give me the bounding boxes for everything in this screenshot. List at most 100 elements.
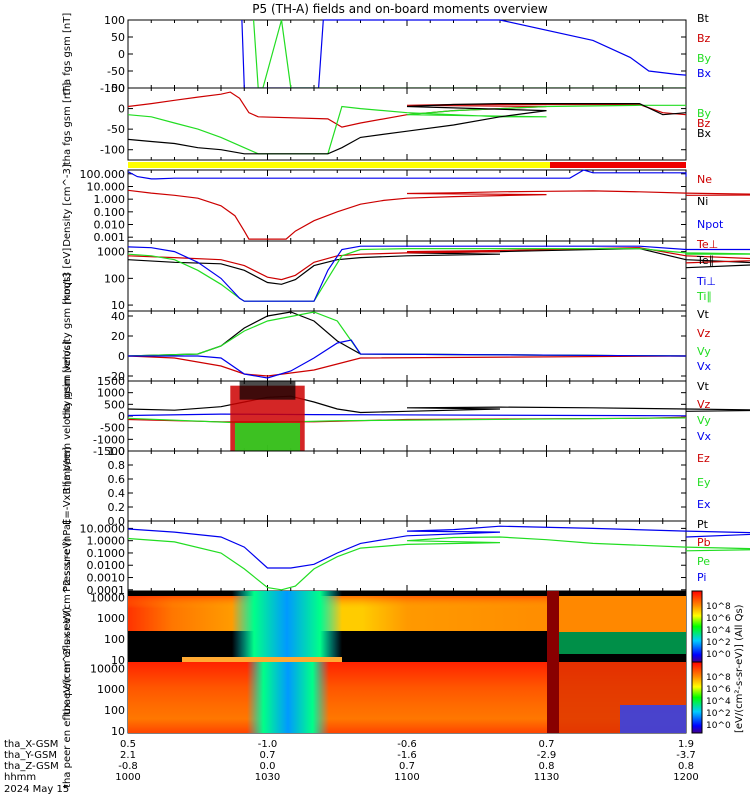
- colorbar-lower: [691, 661, 703, 734]
- burst-vy: [234, 423, 301, 451]
- panel-peim_velocity: 40 20 0 -20 tha peim velocity gsm [km/s] Vt Vz…: [62, 273, 712, 420]
- legend-Ni: Ni: [697, 195, 708, 208]
- y-axis-label: tha peim velocity gsm [km/s]: [62, 273, 73, 420]
- y-axis-label: Pressure [nPa]: [62, 520, 73, 592]
- legend-Te∥: Te∥: [696, 254, 714, 267]
- peir-after-low: [559, 632, 686, 654]
- y-tick-label: 0: [118, 350, 125, 363]
- y-tick-label: 0: [118, 48, 125, 61]
- x-tick-value: 0.0: [260, 761, 276, 772]
- y-tick-label: 0.0001: [87, 584, 126, 597]
- peer-after-low: [620, 705, 686, 733]
- colorbar-upper: [691, 590, 703, 663]
- y-tick-label: 1000: [97, 387, 125, 400]
- y-tick-label: -1500: [93, 445, 125, 458]
- x-tick-value: 2.1: [120, 750, 136, 761]
- legend-Bx: Bx: [697, 67, 712, 80]
- figure-title: P5 (TH-A) fields and on-board moments ov…: [252, 2, 548, 16]
- y-tick-label: 0.100: [94, 206, 126, 219]
- peir-spectrogram: [128, 591, 686, 662]
- colorbar-tick-label: 10^8: [706, 673, 731, 683]
- y-tick-label: 0: [118, 103, 125, 116]
- x-row-label: tha_X-GSM: [4, 739, 58, 750]
- series-Bx-line: [127, 102, 687, 155]
- y-tick-label: -100: [100, 82, 125, 95]
- colorbar-tick-label: 10^0: [706, 650, 731, 660]
- x-tick-value: 1130: [534, 772, 559, 783]
- peer-spectrogram: [128, 657, 686, 733]
- series-Pe-line: [127, 536, 750, 591]
- series-Npot-line: [127, 169, 687, 180]
- series-Te⊥-line: [127, 247, 750, 281]
- legend-Vt: Vt: [697, 380, 710, 393]
- y-tick-label: 0: [118, 410, 125, 423]
- legend-Vt: Vt: [697, 308, 710, 321]
- panel-frame: [127, 310, 687, 382]
- y-tick-label: 10: [111, 725, 125, 738]
- colorbar-tick-label: 10^6: [706, 614, 731, 624]
- legend-Vy: Vy: [697, 414, 711, 427]
- peir-gap: [547, 591, 559, 662]
- legend-By: By: [697, 107, 712, 120]
- x-tick-value: -1.6: [397, 750, 417, 761]
- series-Ti⊥-line: [127, 245, 750, 302]
- legend-Ne: Ne: [697, 173, 712, 186]
- legend-By: By: [697, 52, 712, 65]
- y-tick-label: 0.0010: [87, 572, 126, 585]
- y-tick-label: 10: [111, 654, 125, 667]
- series-Bz-line: [127, 91, 687, 128]
- legend-Te⊥: Te⊥: [696, 238, 718, 251]
- legend-Npot: Npot: [697, 218, 724, 231]
- x-row-label: tha_Z-GSM: [4, 761, 59, 772]
- colorbar-tick-label: 10^6: [706, 685, 731, 695]
- x-tick-value: 1200: [673, 772, 698, 783]
- y-tick-label: 100: [104, 14, 125, 27]
- y-tick-label: 1000: [97, 683, 125, 696]
- x-tick-value: 0.8: [678, 761, 694, 772]
- y-tick-label: 0.010: [94, 219, 126, 232]
- legend-Ti∥: Ti∥: [696, 290, 712, 303]
- legend-Pe: Pe: [697, 555, 710, 568]
- x-tick-value: 0.8: [539, 761, 555, 772]
- y-tick-label: 500: [104, 398, 125, 411]
- colorbar-tick-label: 10^0: [706, 721, 731, 731]
- y-tick-label: 40: [111, 310, 125, 323]
- y-tick-label: 0.8: [108, 459, 126, 472]
- legend-Pb: Pb: [697, 536, 711, 549]
- y-tick-label: 1.0: [108, 445, 126, 458]
- y-tick-label: 100: [104, 272, 125, 285]
- x-tick-value: 0.7: [539, 739, 555, 750]
- y-tick-label: 1.000: [94, 193, 126, 206]
- x-tick-value: -1.0: [258, 739, 278, 750]
- date-label: 2024 May 15: [4, 784, 69, 795]
- peir-core: [232, 591, 342, 662]
- y-tick-label: 100.000: [80, 168, 126, 181]
- x-tick-value: 1000: [115, 772, 140, 783]
- y-tick-label: 0.6: [108, 473, 126, 486]
- y-tick-label: 0.1000: [87, 547, 126, 560]
- y-tick-label: -500: [100, 422, 125, 435]
- x-tick-value: -0.6: [397, 739, 417, 750]
- x-row-label: tha_Y-GSM: [4, 750, 57, 761]
- series-Ne-line: [127, 189, 750, 240]
- y-tick-label: 50: [111, 31, 125, 44]
- y-tick-label: 0.2: [108, 501, 126, 514]
- legend-Bx: Bx: [697, 127, 712, 140]
- y-tick-label: -50: [107, 123, 125, 136]
- y-tick-label: 10.000: [87, 180, 126, 193]
- y-tick-label: 10000: [90, 662, 125, 675]
- x-tick-value: -2.9: [537, 750, 557, 761]
- legend-Pi: Pi: [697, 571, 706, 584]
- x-tick-value: -0.8: [118, 761, 138, 772]
- legend-Vx: Vx: [697, 360, 712, 373]
- burst-noise: [230, 381, 305, 451]
- peir-after: [559, 596, 686, 632]
- y-tick-label: 0.4: [108, 487, 126, 500]
- burst-vt: [239, 381, 296, 400]
- panel-frame: [127, 450, 687, 522]
- y-tick-label: 100: [104, 704, 125, 717]
